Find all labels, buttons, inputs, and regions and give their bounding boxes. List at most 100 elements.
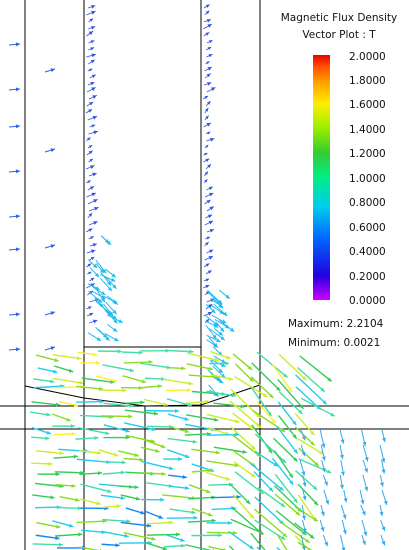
flux-vector-head <box>73 454 78 459</box>
flux-vector-head <box>180 538 185 542</box>
flux-vector-head <box>223 547 227 550</box>
flux-vector-head <box>327 377 332 382</box>
flux-vector-head <box>15 347 20 352</box>
flux-vector-head <box>209 206 214 211</box>
flux-vector <box>295 470 318 491</box>
flux-vector <box>31 401 61 406</box>
flux-vector <box>52 377 84 385</box>
flux-vector-head <box>236 494 241 499</box>
flux-vector-head <box>228 376 233 381</box>
flux-vector <box>186 363 214 371</box>
flux-vector-head <box>91 53 96 58</box>
flux-vector-head <box>189 349 194 354</box>
flux-vector-head <box>205 10 210 15</box>
flux-vectors <box>8 4 388 550</box>
tick-label-1.4000: 1.4000 <box>349 124 386 136</box>
flux-vector-head <box>225 324 230 329</box>
flux-vector <box>253 471 274 493</box>
flux-vector-head <box>186 388 191 393</box>
flux-vector <box>271 364 293 393</box>
flux-vector-head <box>310 430 315 436</box>
flux-vector-head <box>217 533 222 538</box>
flux-vector-head <box>158 515 163 519</box>
flux-vector-head <box>205 115 209 120</box>
flux-vector-head <box>193 515 198 520</box>
flux-vector-head <box>221 363 226 367</box>
flux-vector-head <box>234 463 239 468</box>
flux-vector-head <box>339 454 344 459</box>
flux-vector <box>232 353 253 371</box>
flux-vector <box>274 493 301 516</box>
flux-vector-head <box>121 460 126 465</box>
flux-vector-head <box>113 319 118 324</box>
flux-vector <box>254 450 279 467</box>
flux-vector-head <box>207 131 211 135</box>
flux-vector-head <box>50 346 55 351</box>
flux-vector <box>123 532 156 541</box>
flux-vector-head <box>381 469 386 474</box>
flux-vector-head <box>191 510 196 515</box>
flux-vector-head <box>46 430 51 435</box>
flux-vector-head <box>116 504 121 509</box>
flux-vector <box>208 545 227 550</box>
flux-vector-head <box>97 471 103 476</box>
flux-vector-head <box>88 109 93 113</box>
flux-vector-head <box>71 483 76 488</box>
flux-vector-head <box>234 432 239 437</box>
flux-vector-head <box>364 468 368 473</box>
flux-vector <box>297 541 313 550</box>
tick-label-1.2000: 1.2000 <box>349 148 386 160</box>
flux-vector <box>250 376 274 399</box>
flux-vector-head <box>110 379 115 384</box>
flux-vector <box>234 375 268 398</box>
flux-vector-head <box>205 144 209 148</box>
flux-vector-head <box>302 376 307 381</box>
flux-vector <box>100 494 125 500</box>
flux-vector-head <box>105 336 110 341</box>
flux-vector-head <box>321 456 326 461</box>
flux-vector <box>230 518 264 535</box>
flux-vector-head <box>325 500 330 505</box>
flux-vector-head <box>383 500 388 506</box>
flux-vector-head <box>126 519 131 524</box>
flux-vector-head <box>105 431 110 436</box>
flux-vector-head <box>226 355 231 360</box>
legend: Magnetic Flux Density Vector Plot : T 2.… <box>281 12 398 349</box>
flux-vector-head <box>125 435 130 440</box>
flux-vector-head <box>89 18 94 22</box>
flux-vector-head <box>288 473 293 478</box>
flux-vector-head <box>117 349 122 354</box>
flux-vector-head <box>102 268 107 274</box>
flux-vector <box>298 447 320 467</box>
flux-vector-head <box>330 412 335 417</box>
flux-vector-head <box>280 428 286 432</box>
flux-vector-head <box>112 299 117 303</box>
flux-vector-head <box>107 489 112 494</box>
tick-label-2.0000: 2.0000 <box>349 51 386 63</box>
flux-vector <box>230 426 256 451</box>
flux-vector <box>147 521 173 525</box>
flux-vector <box>191 448 220 454</box>
flux-vector-head <box>90 59 95 64</box>
flux-vector-head <box>134 485 139 490</box>
flux-vector <box>296 367 326 393</box>
flux-vector-head <box>206 122 211 127</box>
flux-vector <box>188 496 216 500</box>
flux-vector-head <box>115 543 120 548</box>
flux-vector-head <box>78 532 83 537</box>
flux-vector-head <box>55 472 60 477</box>
flux-vector-head <box>212 334 217 339</box>
flux-vector <box>103 402 134 407</box>
flux-vector-head <box>122 388 127 393</box>
flux-vector <box>297 494 318 523</box>
flux-vector-head <box>75 497 80 502</box>
flux-vector-head <box>220 336 225 341</box>
flux-vector-head <box>208 54 213 58</box>
flux-vector-head <box>225 476 231 481</box>
flux-vector <box>52 354 82 360</box>
flux-vector <box>162 494 197 500</box>
flux-vector <box>103 424 130 433</box>
flux-vector-head <box>208 220 214 225</box>
flux-vector-head <box>205 285 210 289</box>
flux-vector-head <box>251 445 256 450</box>
